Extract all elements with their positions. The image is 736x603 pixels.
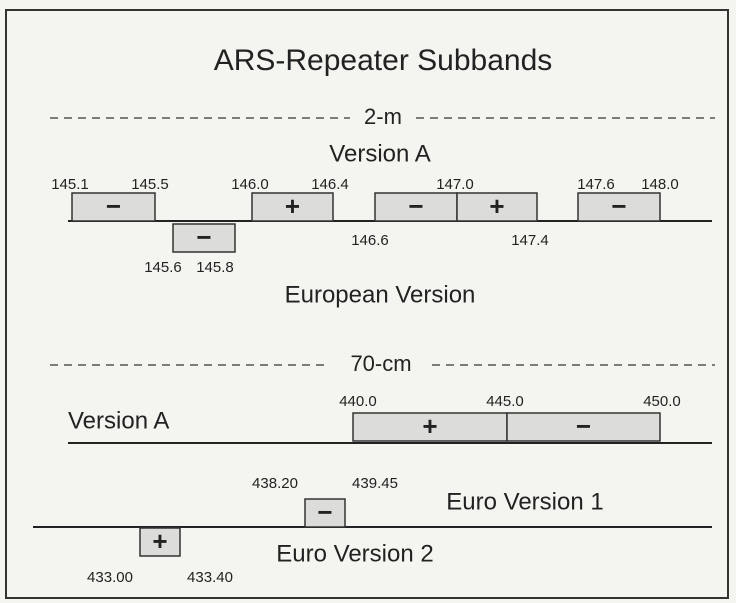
band-name: 70-cm [350,351,411,376]
subband-sign: + [489,191,504,221]
subband-sign: + [152,526,167,556]
frequency-label: 145.1 [51,176,89,193]
subband-sign: − [106,191,121,221]
subband-box [71,192,156,222]
row-label: Euro Version 1 [446,488,603,515]
frequency-label: 145.8 [196,259,234,276]
subband-sign: − [196,222,211,252]
subband-box [374,192,458,222]
subband-box [352,412,508,442]
subband-box [456,192,538,222]
subband-box [577,192,661,222]
frequency-label: 146.6 [351,232,389,249]
frequency-label: 145.6 [144,259,182,276]
subband-box [251,192,334,222]
subband-sign: − [317,497,332,527]
row-label: Euro Version 2 [276,540,433,567]
frequency-label: 148.0 [641,176,679,193]
frequency-label: 146.0 [231,176,269,193]
band-name: 2-m [364,104,402,129]
subband-box [506,412,661,442]
row-label: Version A [329,140,430,167]
subband-sign: − [611,191,626,221]
frequency-label: 147.0 [436,176,474,193]
frequency-label: 439.45 [352,475,398,492]
frequency-label: 145.5 [131,176,169,193]
subband-box [172,223,236,253]
frequency-label: 445.0 [486,393,524,410]
frequency-label: 440.0 [339,393,377,410]
subband-sign: + [422,411,437,441]
subband-sign: − [408,191,423,221]
frequency-label: 433.00 [87,569,133,586]
frequency-label: 438.20 [252,475,298,492]
frame [5,9,729,599]
frequency-label: 450.0 [643,393,681,410]
frequency-label: 147.6 [577,176,615,193]
frequency-label: 147.4 [511,232,549,249]
row-label: Version A [68,407,169,434]
subband-sign: + [285,191,300,221]
frequency-label: 146.4 [311,176,349,193]
subband-box [139,527,181,557]
row-label: European Version [285,281,476,308]
frequency-label: 433.40 [187,569,233,586]
title: ARS-Repeater Subbands [214,44,553,77]
subband-box [304,498,346,528]
subband-sign: − [576,411,591,441]
